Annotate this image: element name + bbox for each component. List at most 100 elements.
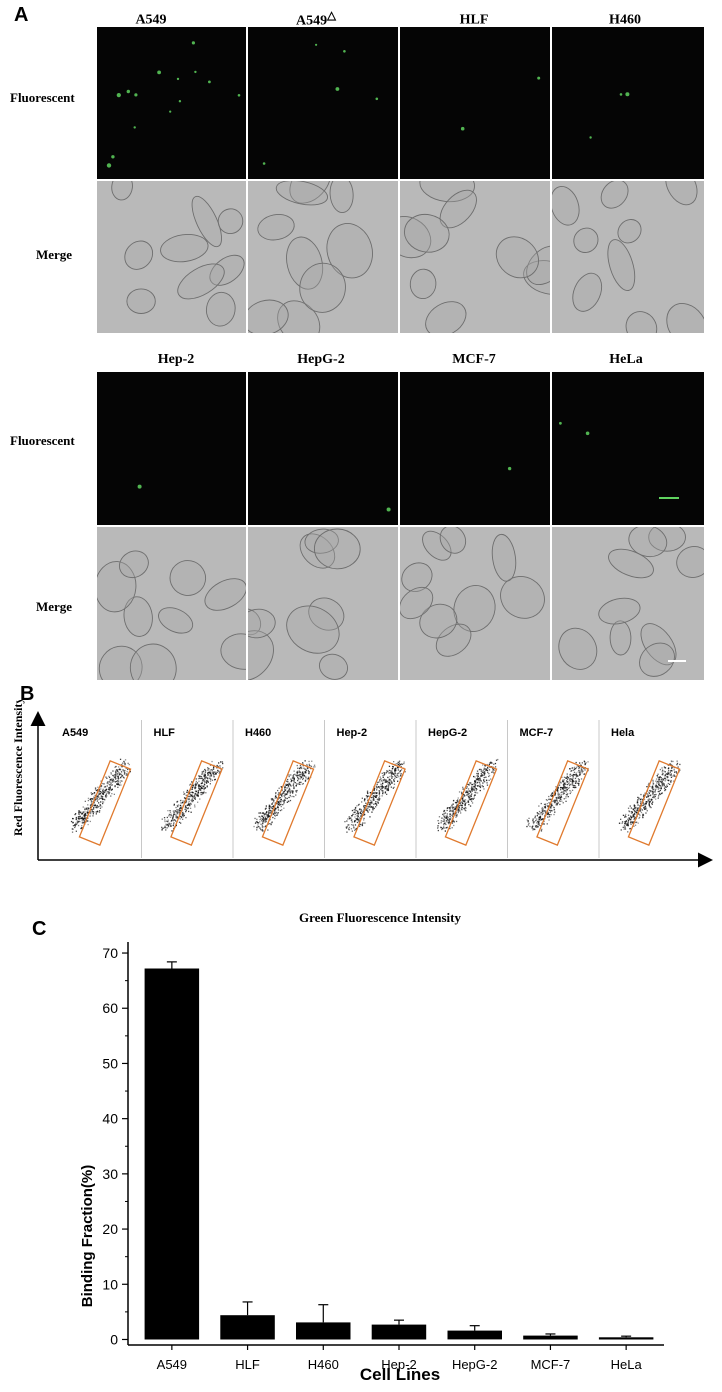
cell-outline <box>308 597 345 631</box>
cell-outline <box>648 527 686 552</box>
fluorescent-dots <box>460 76 541 131</box>
cell-outline <box>609 620 632 656</box>
cell-outline <box>608 548 654 579</box>
cell-outline <box>118 550 149 579</box>
flow-cytometry-figure: Red Fluorescence Intensity Green Fluores… <box>11 700 713 925</box>
gate-box <box>170 760 223 846</box>
y-tick-label: 10 <box>102 1276 118 1292</box>
flow-plot-label: HepG-2 <box>428 727 467 739</box>
flow-plot-label: Hela <box>611 727 635 739</box>
bar <box>220 1315 275 1340</box>
cell-outline <box>617 219 642 244</box>
scatter-cloud <box>618 760 681 833</box>
fluorescent-spot <box>386 507 391 512</box>
gate-box <box>353 760 406 846</box>
cell-outline <box>318 653 349 680</box>
merge-image <box>248 527 398 680</box>
merge-image <box>552 181 704 333</box>
cell-outline <box>495 236 539 279</box>
cell-outline <box>313 528 361 570</box>
row-label-merge: Merge <box>36 599 73 614</box>
cell-outline <box>607 239 636 292</box>
cell-outlines <box>97 550 246 680</box>
cell-outline <box>177 263 225 300</box>
y-tick-label: 40 <box>102 1111 118 1127</box>
fluorescent-spot <box>194 70 197 74</box>
cell-title: MCF-7 <box>452 352 496 367</box>
fluorescent-spot <box>178 100 182 103</box>
scatter-cloud <box>161 760 224 832</box>
fluorescent-spot <box>585 431 590 436</box>
cell-outline <box>639 642 675 677</box>
fluorescent-image <box>97 372 246 525</box>
cell-outline <box>160 233 209 263</box>
panel-a-letter: A <box>14 4 29 26</box>
fluorescent-image <box>97 27 246 179</box>
flow-plot-label: HLF <box>154 727 176 739</box>
fluorescent-spot <box>375 97 379 101</box>
merge-image <box>97 527 246 680</box>
x-tick-label: HLF <box>235 1357 260 1372</box>
flow-plot: H460 <box>232 720 316 858</box>
cell-outlines <box>111 181 245 327</box>
flow-plot: HepG-2 <box>415 720 499 858</box>
x-tick-label: H460 <box>308 1357 339 1372</box>
x-tick-label: A549 <box>157 1357 187 1372</box>
cell-outline <box>275 181 328 206</box>
cell-outline <box>205 291 236 327</box>
fluorescent-spot <box>169 110 172 113</box>
row-label-fluorescent: Fluorescent <box>10 433 75 448</box>
cell-outline <box>97 561 137 613</box>
cell-outline <box>552 186 580 226</box>
cell-outline <box>625 311 658 333</box>
fluorescent-spot <box>106 163 112 168</box>
gate-box <box>444 760 498 846</box>
y-tick-label: 70 <box>102 945 118 961</box>
scatter-cloud <box>344 760 406 833</box>
row-label-merge: Merge <box>36 247 73 262</box>
cell-outline <box>419 181 475 203</box>
cell-outline <box>299 533 336 569</box>
cell-title: HLF <box>459 12 489 28</box>
fluorescent-spot <box>176 77 180 81</box>
merge-image <box>97 181 246 333</box>
cell-outline <box>665 181 698 206</box>
cell-outline <box>299 262 346 313</box>
cell-outline <box>400 586 434 620</box>
cell-outline <box>526 245 550 286</box>
cell-title: H460 <box>609 12 641 28</box>
cell-outline <box>572 272 603 312</box>
flow-plot-label: MCF-7 <box>520 727 554 739</box>
fluorescent-image <box>400 27 550 179</box>
cell-outline <box>500 576 545 619</box>
fluorescent-dots <box>507 466 512 471</box>
cell-outline <box>600 181 629 209</box>
cell-outline <box>220 633 246 670</box>
fluorescent-spot <box>134 93 138 97</box>
cell-outline <box>558 627 598 670</box>
flow-plot: A549 <box>62 727 132 846</box>
cell-outline <box>248 630 274 680</box>
cell-outline <box>329 181 354 214</box>
x-tick-label: Hep-2 <box>381 1357 416 1372</box>
flow-x-label: Green Fluorescence Intensity <box>299 910 461 925</box>
fluorescent-spot <box>559 421 562 425</box>
panel-b-letter: B <box>20 683 35 705</box>
panel-c-letter: C <box>32 918 47 940</box>
bar <box>598 1337 654 1340</box>
cell-outline <box>491 533 517 582</box>
cell-outline <box>217 208 244 234</box>
fluorescent-spot <box>237 94 241 97</box>
fluorescent-image <box>248 27 398 179</box>
cell-outlines <box>558 527 704 677</box>
fluorescent-dots <box>559 421 679 499</box>
cell-outline <box>111 181 133 201</box>
cell-outline <box>169 560 207 596</box>
flow-plot: HLF <box>141 720 224 858</box>
flow-plot: Hep-2 <box>324 720 406 858</box>
fluorescent-image <box>248 372 398 525</box>
fluorescent-spot <box>619 93 623 96</box>
flow-plot: Hela <box>598 720 681 858</box>
fluorescent-image <box>552 372 704 525</box>
bar <box>447 1330 502 1340</box>
